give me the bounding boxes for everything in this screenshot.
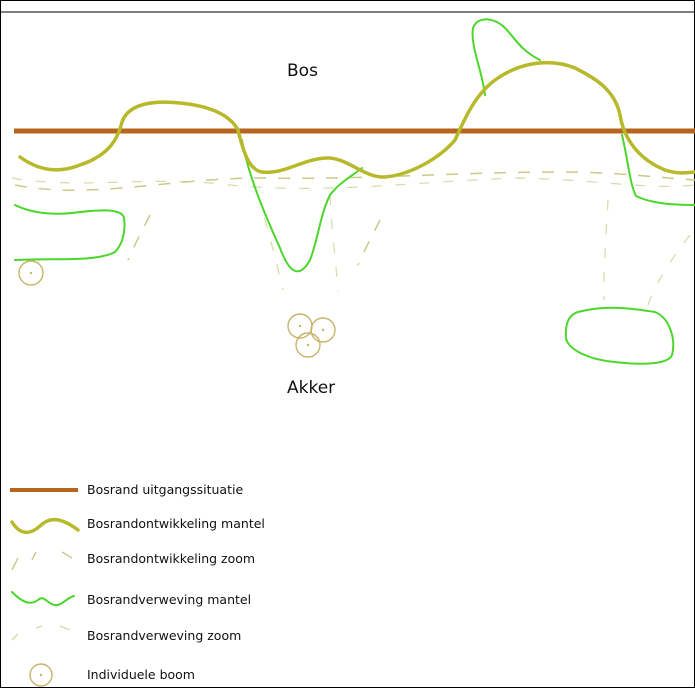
- verweving-blob-top: [471, 18, 541, 96]
- legend-item-boom: Individuele boom: [29, 663, 195, 687]
- legend-label-boom: Individuele boom: [87, 667, 195, 682]
- verweving-zoom-lines: [11, 177, 695, 306]
- legend-label-bosrand: Bosrand uitgangssituatie: [87, 482, 243, 497]
- legend-item-verweving-zoom: Bosrandverweving zoom: [11, 625, 241, 643]
- legend-label-verweving-mantel: Bosrandverweving mantel: [87, 592, 251, 607]
- field-label: Akker: [287, 378, 335, 398]
- ontwikkeling-mantel-line: [18, 60, 695, 179]
- legend-item-ontwikkeling-zoom: Bosrandontwikkeling zoom: [11, 551, 255, 571]
- verweving-island: [564, 306, 675, 365]
- legend-label-ontwikkeling-mantel: Bosrandontwikkeling mantel: [87, 516, 265, 531]
- legend-label-ontwikkeling-zoom: Bosrandontwikkeling zoom: [87, 551, 255, 566]
- legend: Bosrand uitgangssituatie Bosrandontwikke…: [10, 482, 265, 687]
- verweving-mantel-lines: [14, 18, 695, 365]
- tree-cluster: [287, 313, 336, 358]
- tree-left: [18, 260, 44, 286]
- individual-trees: [18, 260, 336, 358]
- legend-item-verweving-mantel: Bosrandverweving mantel: [11, 591, 251, 607]
- verweving-left-tongue: [14, 204, 126, 261]
- legend-item-ontwikkeling-mantel: Bosrandontwikkeling mantel: [10, 516, 265, 534]
- verweving-right-edge: [621, 134, 695, 206]
- forest-label: Bos: [287, 61, 318, 81]
- legend-item-bosrand: Bosrand uitgangssituatie: [10, 482, 243, 497]
- legend-label-verweving-zoom: Bosrandverweving zoom: [87, 628, 241, 643]
- verweving-tongue-left: [241, 139, 363, 273]
